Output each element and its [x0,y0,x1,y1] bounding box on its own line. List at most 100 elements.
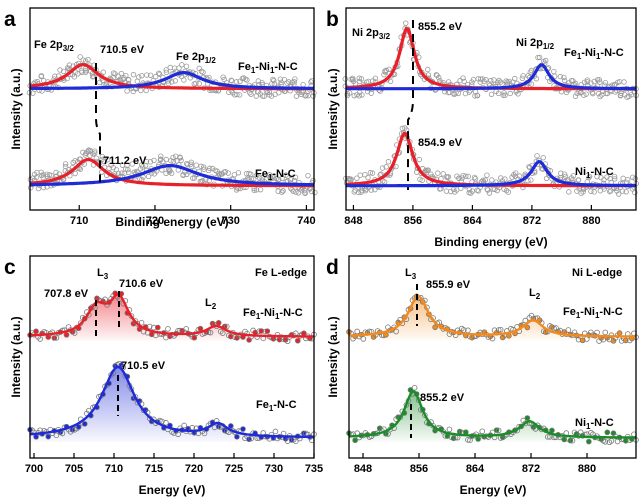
panel-b-series-0-raw-point [591,78,597,85]
panel-b-series-0-raw-point [503,78,509,84]
panel-c-peak2-label: 710.6 eV [119,278,164,290]
panel-c-series-1-raw-point [59,430,66,437]
panel-b-series-1-raw-point [611,173,618,180]
panel-a-series-0-raw-point [77,54,83,60]
panel-a-letter: a [4,8,16,31]
panel-b-series-1-raw-point [623,189,629,195]
panel-a-series-1-raw-point [170,158,177,165]
panel-b-series-1-raw-point [357,172,363,178]
panel-a-series-1-raw-point [92,150,98,156]
panel-a-series-0-peak-1 [29,70,314,91]
panel-a-fe2p12-label: Fe 2p1/2 [176,51,216,65]
panel-b-series-1-raw-point [368,187,374,193]
panel-b-series-1-raw-point [403,127,410,133]
panel-a-series-0-raw-point [85,56,91,63]
panel-b-series-1-raw-point [632,175,638,182]
panel-a-xticks: 710 720 730 740 [70,205,316,227]
panel-b-series-1-raw-point [362,172,368,178]
panel-d-series-1-raw-point [430,422,436,429]
panel-b-series-1-raw-point [632,189,638,196]
panel-a-series-1-raw-point [163,170,169,177]
panel-b-series-1-raw-point [591,189,597,195]
panel-a-series-0-raw-point [278,79,284,86]
panel-a-series-1-raw-point [72,158,78,164]
panel-b-series-1-raw-point [460,172,466,179]
panel-a-series-1-raw-point [235,170,242,176]
panel-a-series-0-raw-point [200,69,206,75]
panel-b-series-0-raw-point [507,90,513,97]
panel-a-series-0-raw-point [271,77,277,84]
panel-b-series-0-raw-point [483,76,489,83]
panel-b-series-1-raw-point [588,188,594,194]
panel-d-edge-label: Ni L-edge [572,267,622,279]
panel-b-series-1-raw-point [606,188,613,195]
panel-a-series-0-raw-point [100,69,107,75]
panel-c-xlabel: Energy (eV) [139,483,206,497]
panel-a-series-1-raw-point [251,176,257,182]
panel-a-series-1-raw-point [275,177,282,183]
panel-a-series-0-raw-point [310,93,316,99]
panel-a-bottom-sample: Fe1-N-C [255,168,296,182]
panel-a-series-1-raw-point [253,187,260,193]
panel-b-xlabel: Binding energy (eV) [434,235,547,249]
panel-b-series-0-raw-point [584,79,590,85]
panel-a-series-0-raw-point [83,67,89,74]
panel-b-letter: b [326,8,339,31]
panel-b-series-0-raw-point [602,79,609,86]
panel-d-series-1-raw-point [352,437,358,444]
panel-c-L2-label: L2 [205,297,217,311]
panel-a-series-0-raw-point [305,93,311,99]
panel-b-series-0-raw-point [501,90,507,96]
panel-a-series-1-raw-point [91,148,98,154]
panel-a-series-1-raw-point [200,164,207,170]
panel-a-series-0-raw-point [139,73,145,79]
panel-a-series-1-raw-point [233,187,240,193]
panel-a-series-1-raw-point [293,189,299,195]
panel-a-series-1-raw-point [285,173,291,179]
panel-d-series-1-raw-point [411,384,418,391]
panel-b-series-0-raw-point [502,92,508,98]
panel-a-series-1-raw-point [180,172,186,178]
panel-a-series-0-raw-point [277,76,284,82]
panel-b-series-0-raw-point [520,73,526,79]
panel-a-series-1-raw-point [279,189,285,195]
panel-d-L2-label: L2 [529,287,541,301]
panel-a-series-1-raw-point [123,166,129,172]
panel-b-series-1-raw-point [512,170,519,176]
panel-b-series-0-raw-point [488,77,494,84]
panel-a-series-1-raw-point [177,155,183,161]
panel-b-series-1-raw-point [465,173,471,180]
panel-a-series-0-raw-point [196,65,202,72]
panel-b-frame [345,7,637,211]
panel-b-series-1-raw-point [419,177,425,184]
panel-b-series-1-raw-point [528,177,534,183]
panel-a-series-0-raw-point [83,69,89,75]
panel-a-series-0-raw-point [179,62,185,68]
panel-a-series-1-raw-point [248,176,254,182]
panel-b-series-1-raw-point [440,171,446,177]
panel-b-series-1-raw-point [348,176,354,182]
panel-c-series-1-raw-point [201,430,208,437]
panel-b-series-0-raw-point [572,93,579,99]
panel-b-series-1-raw-point [558,170,564,176]
panel-b-series-0-raw-point [572,80,579,87]
panel-b-series-0-raw-point [574,90,580,97]
panel-d-series-1-raw-point [385,431,391,437]
panel-b-series-1-raw-point [484,186,490,192]
panel-d-tick-label-4: 880 [578,463,596,475]
panel-b-series-0-raw-point [500,92,507,98]
panel-b-series-0-raw-point [461,78,467,85]
panel-b-series-0-raw-point [495,90,502,97]
panel-b-series-0-raw-point [551,68,557,75]
panel-a-series-1-raw-point [119,170,125,176]
panel-a-series-0-raw-point [291,79,297,85]
panel-a-series-0-raw-point [163,67,169,73]
panel-d-plot [346,293,639,446]
panel-a-frame [29,7,315,211]
panel-d-series-0-raw-point [393,328,399,335]
panel-a-series-1-raw-point [77,166,84,172]
panel-c-series-0-raw-point [215,320,222,326]
panel-d-series-0-raw-point [602,329,609,336]
panel-a-series-0-raw-point [110,70,117,76]
panel-a-series-1-raw-point [99,153,105,160]
